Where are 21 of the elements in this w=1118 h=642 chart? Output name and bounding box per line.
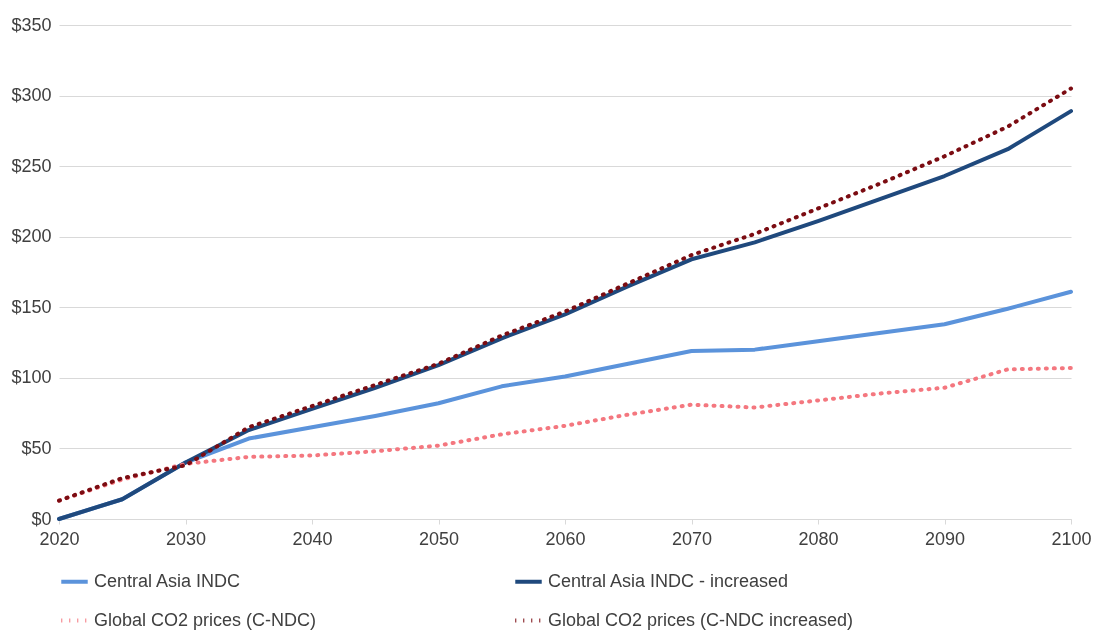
y-tick-label: $350 xyxy=(11,14,52,35)
y-tick-label: $300 xyxy=(11,85,52,106)
legend-label: Global CO2 prices (C-NDC) xyxy=(94,609,317,630)
x-tick-label: 2080 xyxy=(798,528,839,549)
legend-label: Central Asia INDC xyxy=(94,570,241,591)
y-tick-label: $0 xyxy=(31,508,52,529)
legend-label: Central Asia INDC - increased xyxy=(548,570,789,591)
x-tick-label: 2060 xyxy=(545,528,586,549)
y-tick-label: $100 xyxy=(11,367,52,388)
y-tick-label: $150 xyxy=(11,296,52,317)
x-tick-label: 2030 xyxy=(165,528,207,549)
y-tick-label: $50 xyxy=(21,437,52,458)
y-tick-label: $250 xyxy=(11,155,52,176)
x-tick-label: 2020 xyxy=(39,528,80,549)
x-tick-label: 2070 xyxy=(671,528,713,549)
x-tick-label: 2040 xyxy=(292,528,333,549)
x-tick-label: 2100 xyxy=(1051,528,1092,549)
y-tick-label: $200 xyxy=(11,226,52,247)
x-tick-label: 2090 xyxy=(924,528,966,549)
x-tick-label: 2050 xyxy=(418,528,460,549)
legend-label: Global CO2 prices (C-NDC increased) xyxy=(548,609,854,630)
